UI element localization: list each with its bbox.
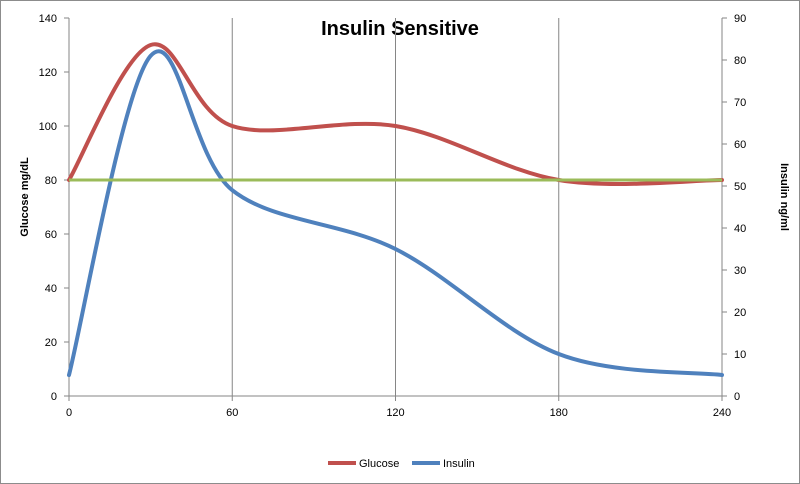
y2-tick-label-0: 0 (734, 391, 740, 403)
y2-tick-label-60: 60 (734, 139, 746, 151)
series-line-insulin (67, 49, 724, 377)
y-tick-label-20: 20 (45, 337, 57, 349)
y-tick-label-40: 40 (45, 283, 57, 295)
y-tick-label-100: 100 (39, 121, 57, 133)
y2-tick-label-70: 70 (734, 97, 746, 109)
y2-tick-label-10: 10 (734, 349, 746, 361)
y-tick-label-80: 80 (45, 175, 57, 187)
legend-label-insulin: Insulin (443, 458, 475, 470)
x-tick-label-120: 120 (386, 407, 404, 419)
legend-label-glucose: Glucose (359, 458, 399, 470)
y2-tick-label-80: 80 (734, 55, 746, 67)
chart-title: Insulin Sensitive (321, 18, 479, 40)
y2-tick-label-30: 30 (734, 265, 746, 277)
y-tick-label-140: 140 (39, 13, 57, 25)
y-tick-label-120: 120 (39, 67, 57, 79)
y2-tick-label-50: 50 (734, 181, 746, 193)
x-tick-label-0: 0 (66, 407, 72, 419)
x-tick-label-240: 240 (713, 407, 731, 419)
y2-tick-label-90: 90 (734, 13, 746, 25)
y-tick-label-0: 0 (51, 391, 57, 403)
x-tick-label-60: 60 (226, 407, 238, 419)
y-axis-title: Glucose mg/dL (19, 157, 31, 237)
series-line-glucose (67, 42, 724, 186)
y2-tick-label-20: 20 (734, 307, 746, 319)
y-tick-label-60: 60 (45, 229, 57, 241)
y2-axis-title: Insulin ng/ml (778, 163, 790, 231)
x-tick-label-180: 180 (550, 407, 568, 419)
y2-tick-label-40: 40 (734, 223, 746, 235)
